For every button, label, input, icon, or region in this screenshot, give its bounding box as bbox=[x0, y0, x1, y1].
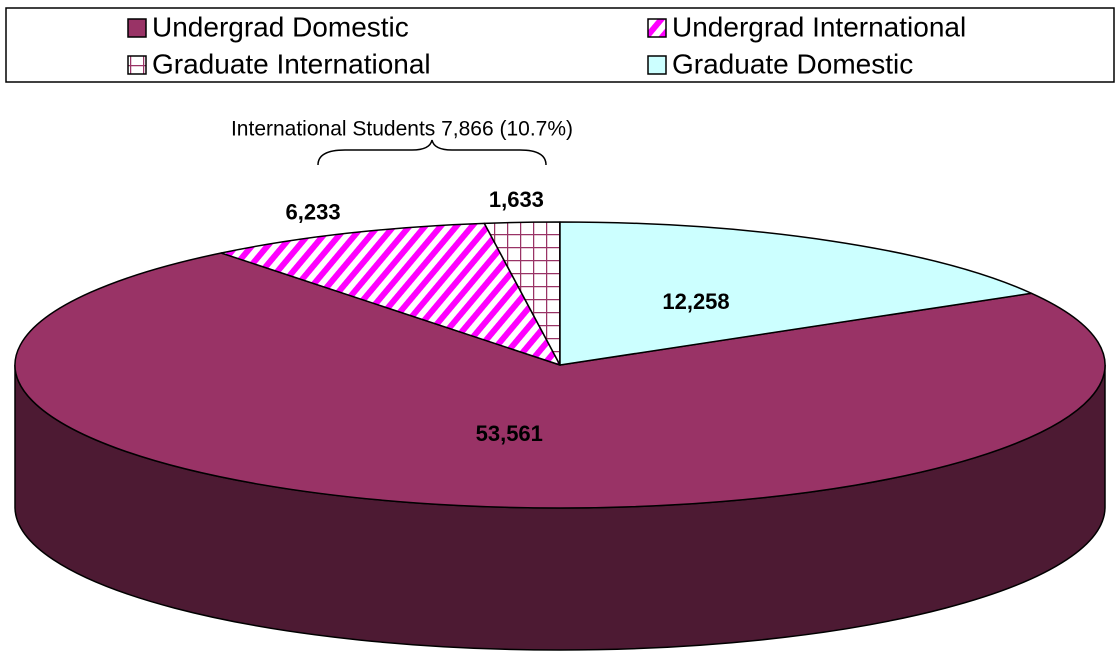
data-label: 53,561 bbox=[476, 421, 543, 446]
annotation-brace bbox=[317, 139, 547, 166]
legend-swatch bbox=[127, 18, 147, 38]
legend-label: Undergrad International bbox=[672, 11, 966, 42]
legend-label: Undergrad Domestic bbox=[152, 11, 409, 42]
slice bbox=[220, 222, 561, 366]
legend-label: Graduate International bbox=[152, 48, 431, 79]
legend-swatch bbox=[647, 55, 667, 75]
slice bbox=[559, 221, 1033, 366]
slice bbox=[14, 252, 1106, 509]
legend-label: Graduate Domestic bbox=[672, 48, 913, 79]
legend-swatch bbox=[647, 18, 667, 38]
annotation: International Students 7,866 (10.7%) bbox=[231, 118, 573, 141]
data-label: 6,233 bbox=[286, 200, 341, 225]
legend-swatch bbox=[127, 55, 147, 75]
data-label: 12,258 bbox=[662, 289, 729, 314]
legend-box bbox=[5, 7, 1115, 83]
data-label: 1,633 bbox=[489, 187, 544, 212]
